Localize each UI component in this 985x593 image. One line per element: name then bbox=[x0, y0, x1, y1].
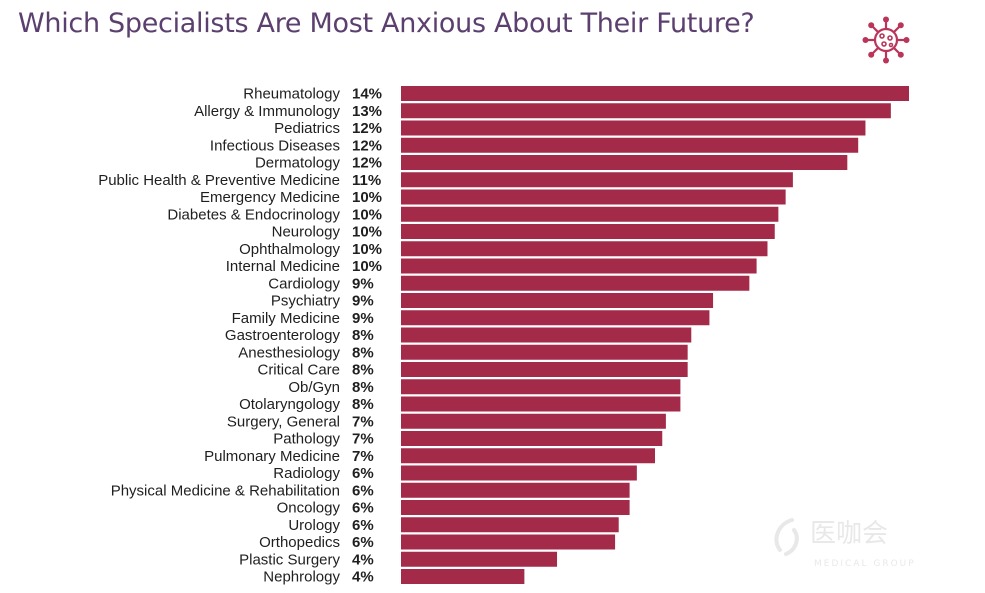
bar bbox=[401, 482, 630, 498]
value-label: 8% bbox=[352, 379, 374, 396]
value-label: 9% bbox=[352, 293, 374, 310]
category-label: Gastroenterology bbox=[225, 327, 341, 344]
value-label: 12% bbox=[352, 155, 382, 172]
category-label: Public Health & Preventive Medicine bbox=[98, 172, 340, 189]
medical-logo-watermark: 医咖会 MEDICAL GROUP bbox=[774, 518, 916, 569]
value-label: 6% bbox=[352, 517, 374, 534]
category-label: Allergy & Immunology bbox=[194, 103, 340, 120]
value-label: 9% bbox=[352, 310, 374, 327]
bar bbox=[401, 206, 779, 222]
bar bbox=[401, 362, 688, 377]
category-label: Radiology bbox=[273, 465, 340, 482]
bar bbox=[401, 431, 663, 446]
bar bbox=[401, 120, 866, 136]
bar bbox=[401, 224, 775, 239]
value-label: 4% bbox=[352, 569, 374, 586]
bar bbox=[401, 275, 750, 291]
bar bbox=[401, 137, 859, 153]
bar bbox=[401, 344, 688, 360]
category-label: Diabetes & Endocrinology bbox=[167, 206, 340, 223]
category-label: Neurology bbox=[272, 224, 341, 241]
value-label: 12% bbox=[352, 137, 382, 154]
value-label: 14% bbox=[352, 86, 382, 103]
category-label: Internal Medicine bbox=[226, 258, 340, 275]
watermark-text: 医咖会 bbox=[810, 519, 888, 549]
bar bbox=[401, 293, 714, 308]
bar bbox=[401, 379, 681, 395]
category-label: Urology bbox=[288, 517, 340, 534]
value-label: 7% bbox=[352, 448, 374, 465]
category-label: Pulmonary Medicine bbox=[204, 448, 340, 465]
category-label: Oncology bbox=[277, 500, 341, 517]
virus-icon bbox=[862, 16, 910, 64]
bar bbox=[401, 465, 637, 481]
value-label: 8% bbox=[352, 327, 374, 344]
value-label: 10% bbox=[352, 241, 382, 258]
value-label: 7% bbox=[352, 413, 374, 430]
bar bbox=[401, 310, 710, 326]
category-label: Surgery, General bbox=[227, 413, 340, 430]
bar bbox=[401, 500, 630, 515]
value-label: 9% bbox=[352, 275, 374, 292]
value-label: 6% bbox=[352, 500, 374, 517]
category-label: Pathology bbox=[273, 431, 340, 448]
category-label: Family Medicine bbox=[232, 310, 340, 327]
category-label: Cardiology bbox=[268, 275, 340, 292]
watermark-subtext: MEDICAL GROUP bbox=[814, 559, 916, 569]
value-label: 10% bbox=[352, 189, 382, 206]
bar bbox=[401, 517, 619, 533]
bar bbox=[401, 413, 666, 429]
value-label: 12% bbox=[352, 120, 382, 137]
category-label: Critical Care bbox=[257, 362, 340, 379]
value-label: 10% bbox=[352, 258, 382, 275]
category-label: Nephrology bbox=[263, 569, 340, 586]
category-label: Ob/Gyn bbox=[288, 379, 340, 396]
bar bbox=[401, 448, 655, 464]
bar bbox=[401, 86, 909, 101]
category-label: Orthopedics bbox=[259, 534, 340, 551]
value-label: 7% bbox=[352, 431, 374, 448]
category-label: Infectious Diseases bbox=[210, 137, 340, 154]
value-label: 8% bbox=[352, 362, 374, 379]
category-label: Pediatrics bbox=[274, 120, 340, 137]
category-label: Plastic Surgery bbox=[239, 551, 340, 568]
bar bbox=[401, 189, 786, 205]
value-label: 8% bbox=[352, 344, 374, 361]
bar bbox=[401, 551, 558, 567]
bar bbox=[401, 155, 848, 170]
value-label: 6% bbox=[352, 482, 374, 499]
category-label: Ophthalmology bbox=[239, 241, 340, 258]
category-label: Otolaryngology bbox=[239, 396, 340, 413]
chart-title: Which Specialists Are Most Anxious About… bbox=[18, 8, 755, 39]
bar bbox=[401, 327, 692, 343]
category-label: Rheumatology bbox=[243, 86, 340, 103]
value-label: 8% bbox=[352, 396, 374, 413]
bar bbox=[401, 172, 793, 188]
category-label: Psychiatry bbox=[271, 293, 341, 310]
bar bbox=[401, 103, 891, 119]
value-label: 10% bbox=[352, 224, 382, 241]
category-label: Physical Medicine & Rehabilitation bbox=[111, 482, 340, 499]
value-label: 4% bbox=[352, 551, 374, 568]
value-label: 6% bbox=[352, 465, 374, 482]
value-label: 6% bbox=[352, 534, 374, 551]
bar bbox=[401, 396, 681, 412]
category-label: Anesthesiology bbox=[238, 344, 340, 361]
category-label: Dermatology bbox=[255, 155, 341, 172]
value-label: 11% bbox=[352, 172, 381, 189]
bar bbox=[401, 258, 757, 274]
value-label: 10% bbox=[352, 206, 382, 223]
bar bbox=[401, 534, 616, 550]
category-label: Emergency Medicine bbox=[200, 189, 340, 206]
bar bbox=[401, 569, 525, 584]
bar bbox=[401, 241, 768, 257]
value-label: 13% bbox=[352, 103, 382, 120]
